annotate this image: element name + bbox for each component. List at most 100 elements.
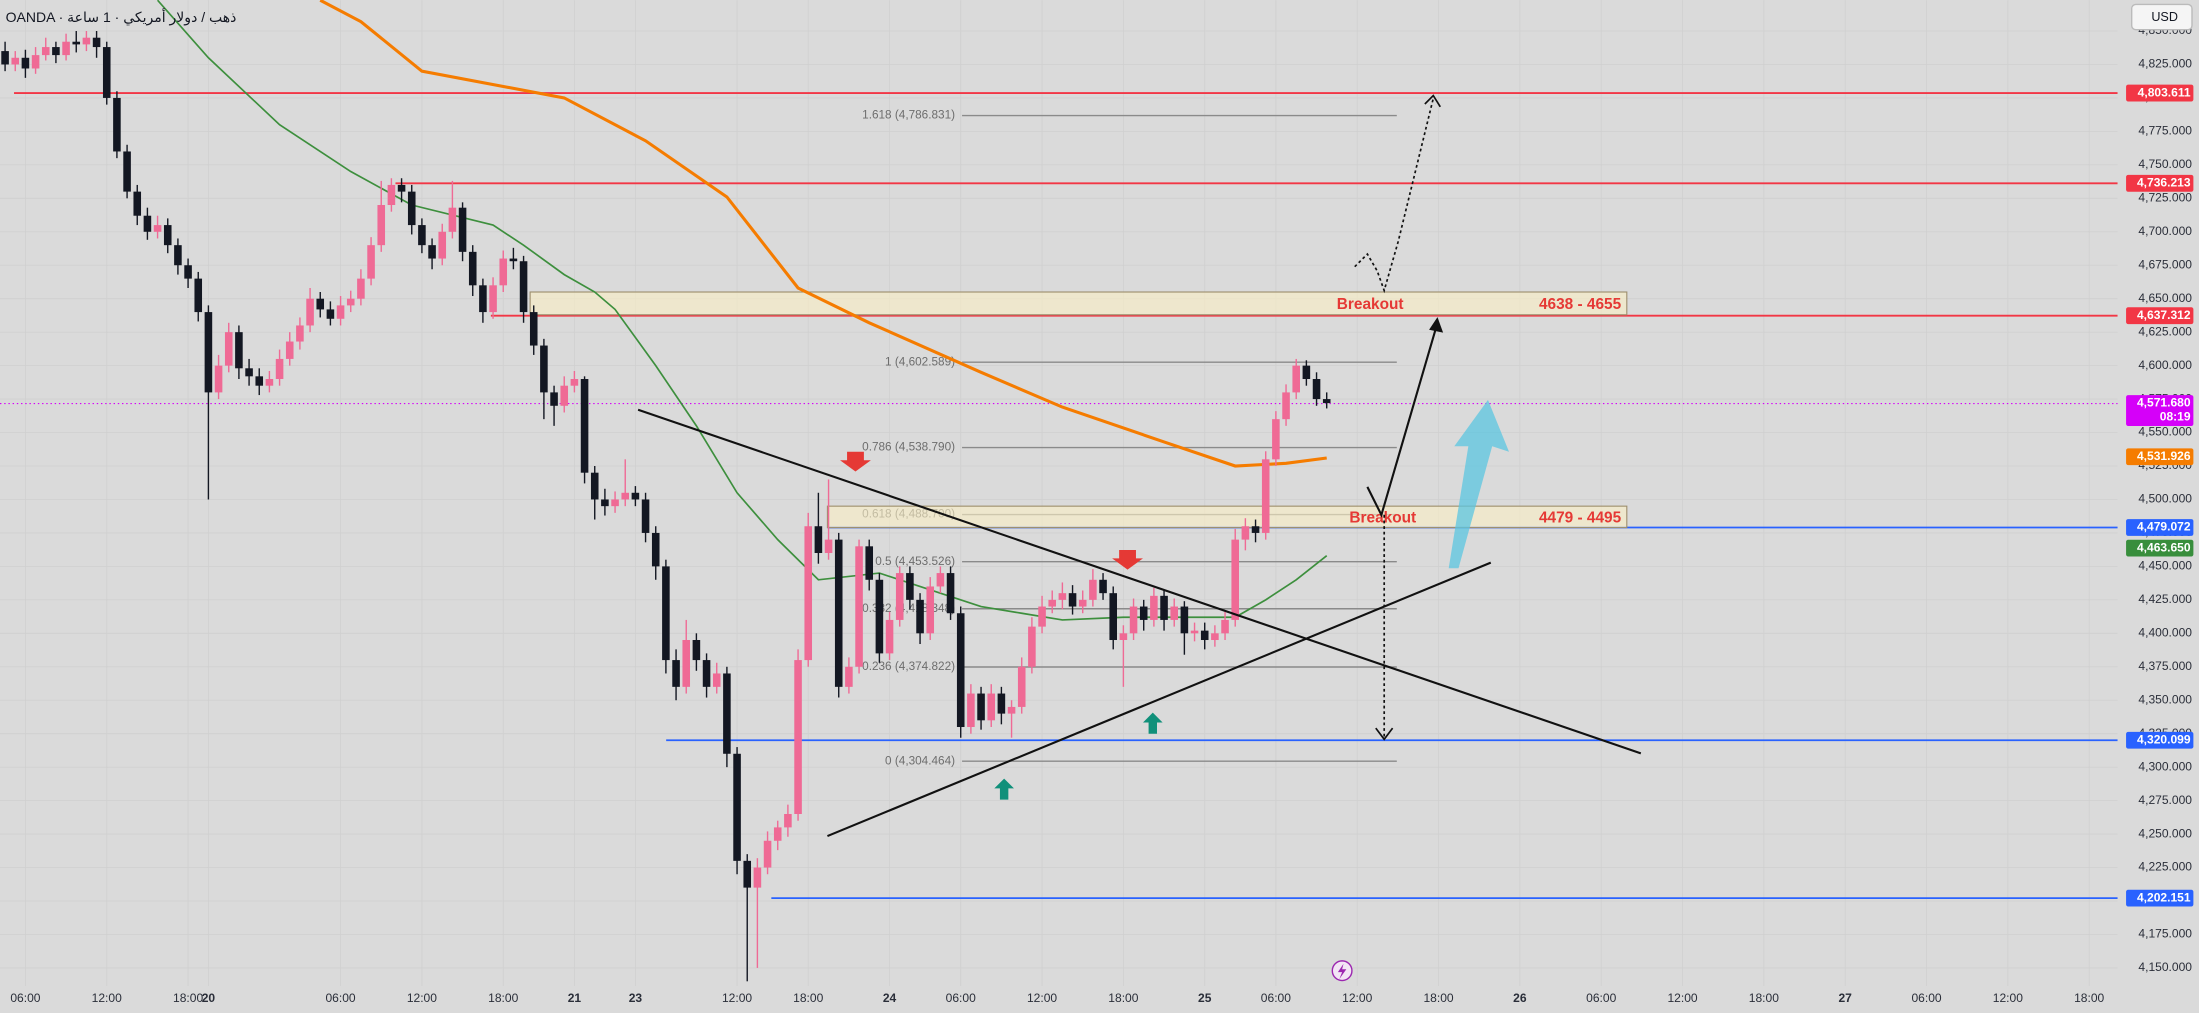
- candle-body: [875, 579, 884, 654]
- candle-body: [255, 376, 264, 386]
- candle-body: [1282, 392, 1290, 420]
- price-box: [2126, 174, 2194, 192]
- candle-body: [92, 37, 101, 48]
- candle-body: [1129, 606, 1138, 634]
- candle-body: [1292, 365, 1301, 393]
- price-box-label: 4,736.213: [2137, 175, 2191, 189]
- candle-body: [326, 309, 335, 319]
- candle-body: [438, 231, 447, 259]
- candle-body: [204, 312, 213, 393]
- candle-body: [102, 47, 111, 98]
- x-tick-label: 25: [1198, 991, 1212, 1005]
- candle-body: [1028, 626, 1036, 667]
- x-tick-label: 18:00: [1423, 991, 1453, 1005]
- candle-body: [1170, 606, 1179, 620]
- candle-body: [367, 245, 375, 279]
- x-tick-label: 18:00: [2074, 991, 2104, 1005]
- candle-body: [11, 57, 20, 65]
- candle-body: [174, 245, 182, 266]
- zone-label: Breakout: [1349, 509, 1416, 526]
- fib-label: 0 (4,304.464): [885, 754, 955, 767]
- candle-body: [163, 225, 172, 246]
- candle-body: [692, 640, 701, 661]
- y-tick-label: 4,175.000: [2138, 927, 2192, 941]
- price-box-label: 4,637.312: [2137, 308, 2191, 322]
- candle-body: [31, 55, 40, 69]
- candle-body: [1150, 595, 1158, 620]
- zone-label: Breakout: [1337, 296, 1404, 313]
- candle-body: [845, 666, 853, 687]
- moving-average: [156, 0, 1328, 621]
- candle-body: [1139, 606, 1148, 620]
- arrow-head: [1375, 727, 1394, 741]
- candle-body: [296, 325, 304, 342]
- lightning-icon: [1337, 963, 1347, 980]
- x-tick-label: 18:00: [1108, 991, 1138, 1005]
- candle-body: [956, 613, 965, 728]
- candle-body: [733, 753, 741, 861]
- candle-body: [794, 660, 802, 815]
- y-tick-label: 4,375.000: [2138, 659, 2192, 673]
- candle-body: [235, 332, 243, 369]
- zone-range: 4479 - 4495: [1539, 509, 1622, 526]
- zones: Breakout 4638 - 4655 Breakout 4479 - 4495: [529, 291, 1628, 529]
- candle-body: [560, 385, 569, 406]
- candle-body: [41, 47, 50, 56]
- candle-body: [855, 546, 863, 667]
- price-box: [2126, 395, 2194, 426]
- symbol-title: OANDA · ذهب / دولار أمريكي · 1 ساعة: [6, 8, 237, 26]
- candle-body: [21, 57, 30, 69]
- up-arrow: [994, 778, 1014, 800]
- candle-body: [1302, 365, 1311, 380]
- candle-body: [1089, 579, 1097, 600]
- candle-body: [1, 51, 9, 65]
- candle-body: [52, 47, 60, 56]
- x-tick-label: 12:00: [722, 991, 752, 1005]
- price-box-label: 4,571.680: [2137, 396, 2191, 410]
- candle-body: [611, 499, 619, 507]
- candle-body: [906, 573, 914, 600]
- candle-body: [509, 258, 518, 262]
- y-tick-label: 4,825.000: [2138, 57, 2192, 71]
- x-tick-label: 12:00: [1027, 991, 1057, 1005]
- candle-body: [936, 573, 945, 587]
- candle-body: [357, 278, 365, 299]
- x-tick-label: 12:00: [1667, 991, 1697, 1005]
- candle-body: [641, 499, 650, 533]
- candle-body: [1231, 539, 1240, 620]
- price-box: [2126, 448, 2194, 466]
- fib-label: 0.786 (4,538.790): [862, 441, 955, 454]
- zone: [529, 291, 1628, 316]
- candle-body: [631, 492, 640, 500]
- candle-body: [245, 368, 253, 377]
- candle-body: [1322, 399, 1331, 404]
- fib-label: 1 (4,602.589): [885, 355, 955, 368]
- axes: 4,150.0004,175.0004,200.0004,225.0004,25…: [10, 23, 2194, 1005]
- x-tick-label: 18:00: [1749, 991, 1779, 1005]
- currency-button[interactable]: [2130, 3, 2193, 31]
- x-tick-label: 12:00: [1342, 991, 1372, 1005]
- candle-body: [977, 693, 985, 721]
- candle-body: [529, 312, 538, 346]
- candle-body: [397, 184, 406, 192]
- candle-body: [123, 151, 131, 192]
- price-box: [2126, 84, 2194, 102]
- price-box-label: 4,803.611: [2138, 85, 2191, 99]
- candles: [1, 31, 1331, 982]
- candle-body: [336, 305, 345, 319]
- candle-body: [926, 586, 935, 634]
- y-tick-label: 4,350.000: [2138, 692, 2192, 706]
- candle-body: [143, 215, 152, 232]
- fib-label: 1.618 (4,786.831): [862, 109, 955, 122]
- x-tick-label: 06:00: [1586, 991, 1616, 1005]
- y-tick-label: 4,425.000: [2138, 592, 2192, 606]
- candle-body: [275, 358, 284, 380]
- candle-body: [773, 827, 782, 841]
- arrow-head: [1429, 317, 1444, 333]
- zone-range: 4638 - 4655: [1539, 296, 1622, 313]
- candle-body: [723, 673, 731, 754]
- candle-body: [1007, 706, 1016, 714]
- candle-body: [682, 640, 691, 687]
- candle-body: [1221, 619, 1229, 634]
- candle-body: [1312, 379, 1321, 400]
